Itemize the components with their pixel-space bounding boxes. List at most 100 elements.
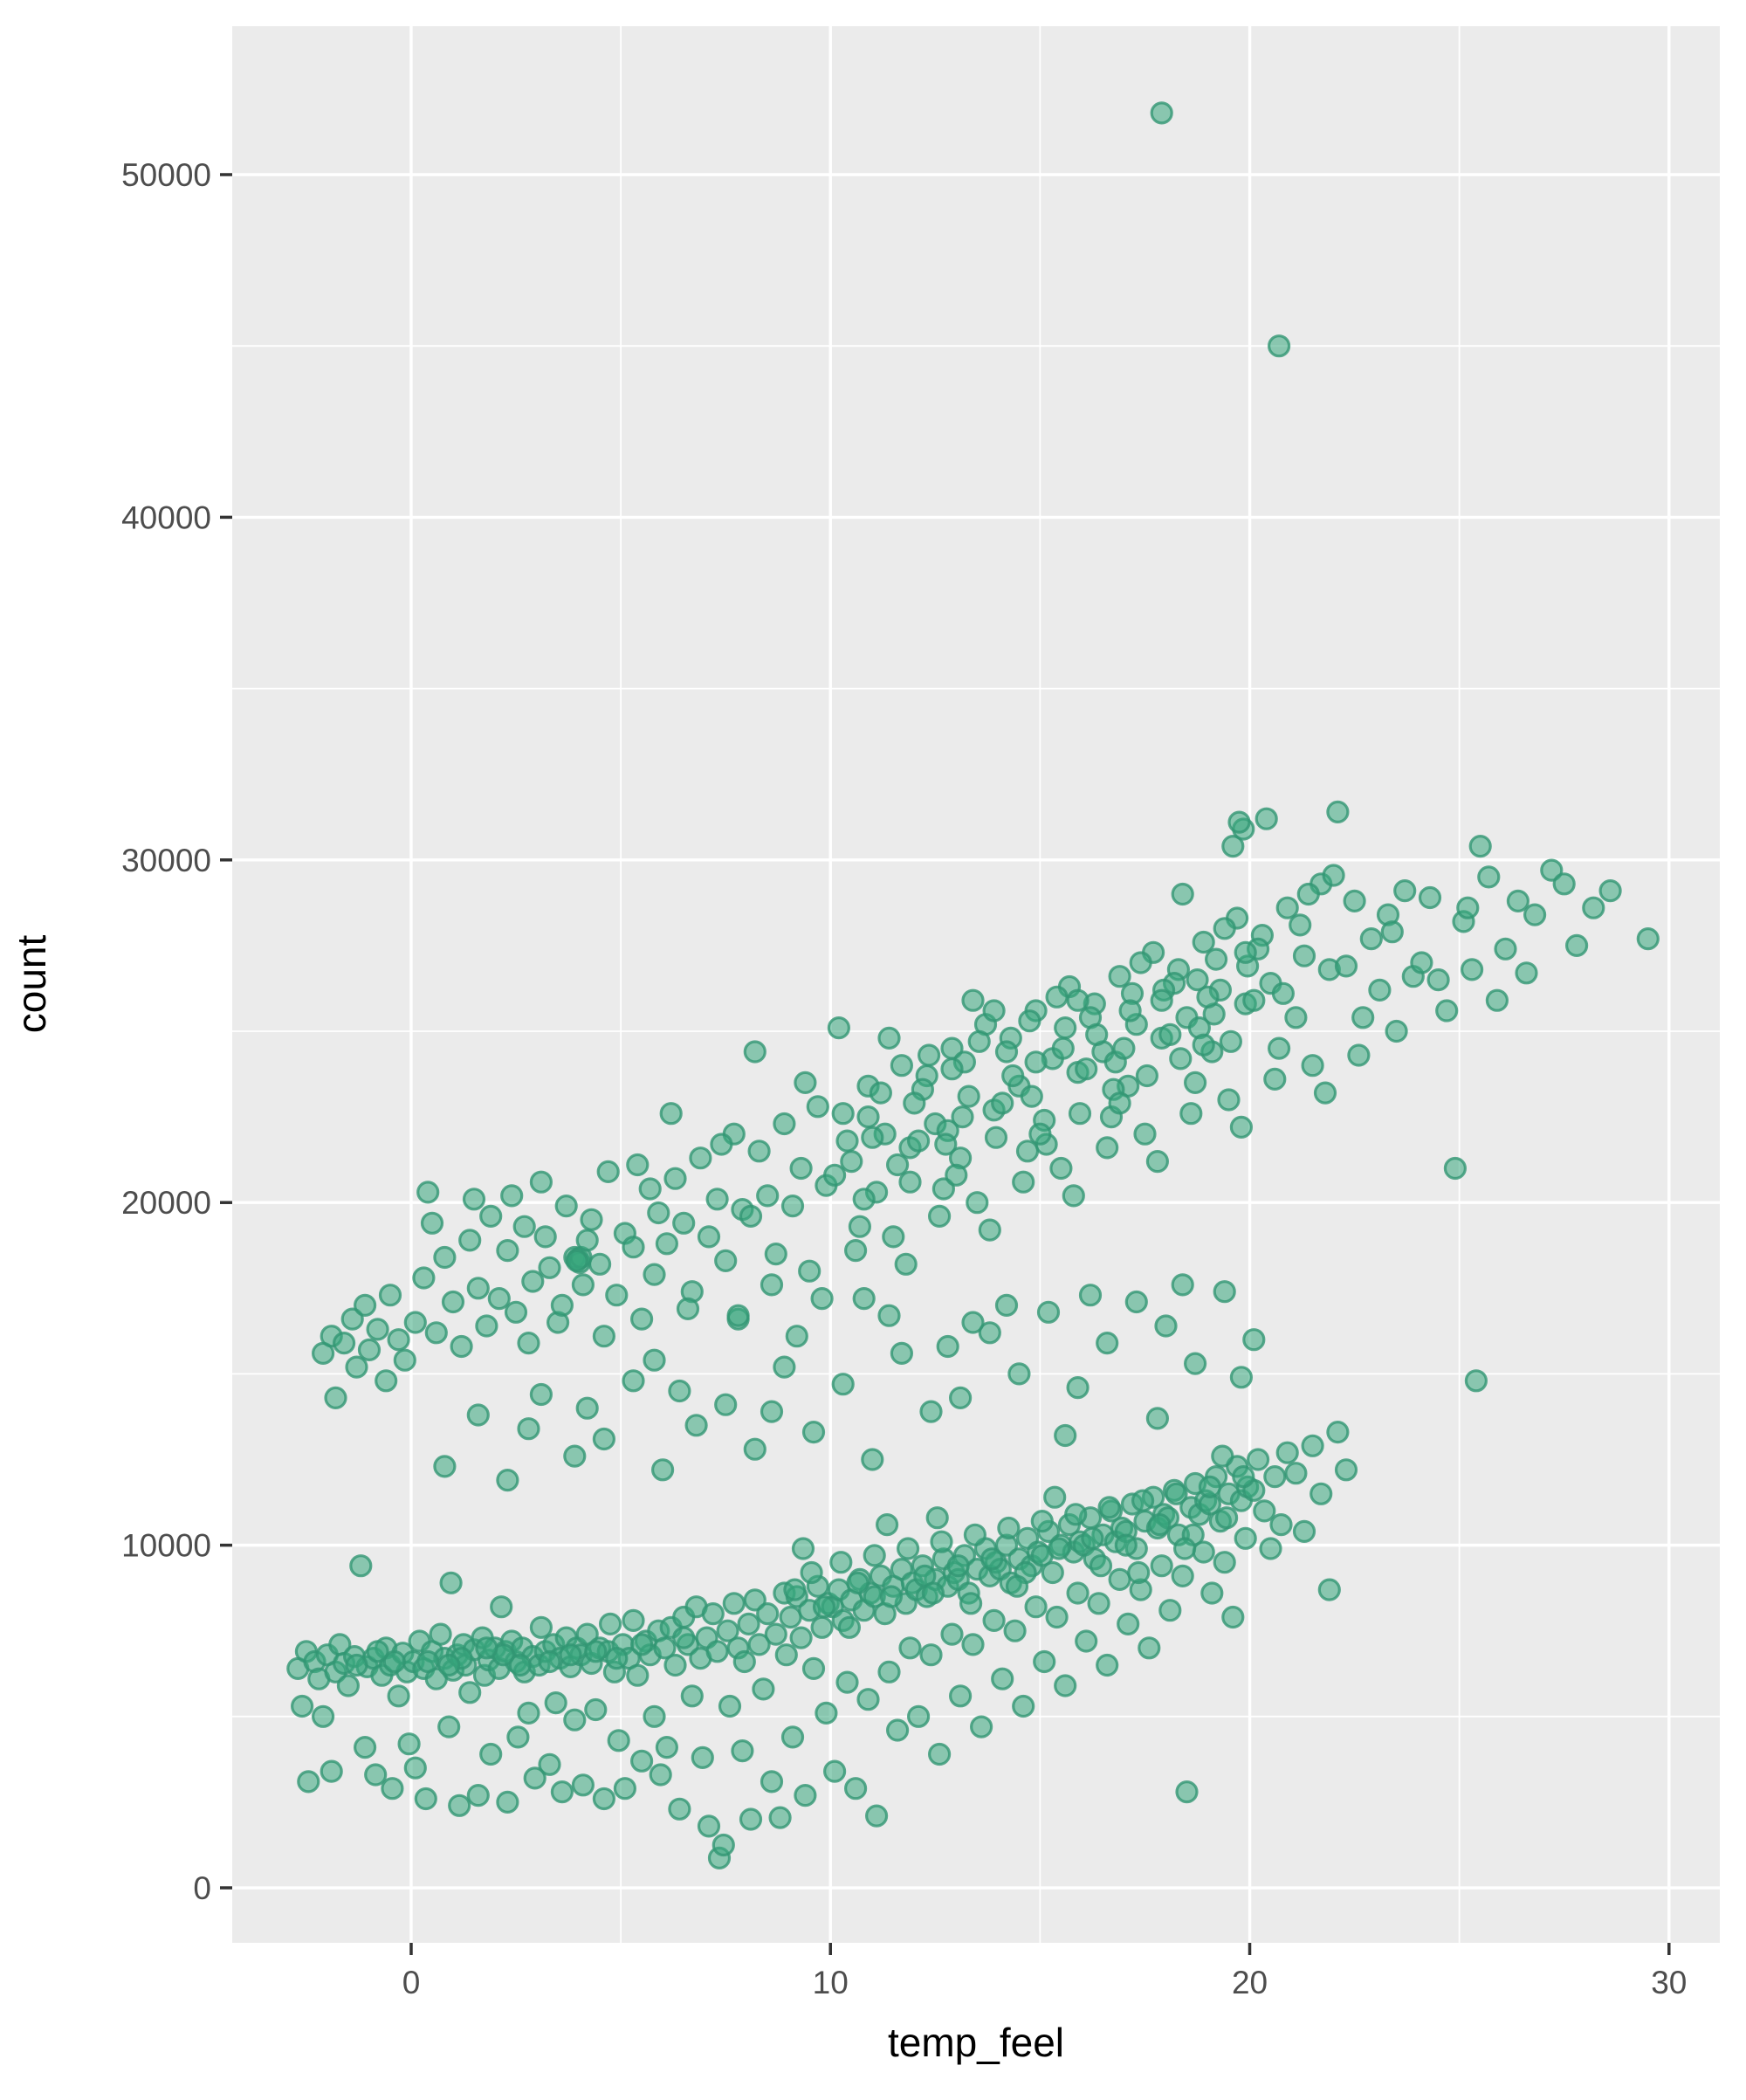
data-point: [1024, 1595, 1048, 1619]
data-point: [653, 1636, 677, 1660]
data-point: [1468, 834, 1492, 858]
data-point: [1326, 1420, 1350, 1444]
data-point: [1213, 1280, 1236, 1304]
data-point: [1275, 896, 1299, 919]
data-point: [1326, 800, 1350, 824]
data-point: [1435, 999, 1459, 1022]
data-point: [1426, 967, 1450, 992]
data-point: [1127, 1560, 1151, 1585]
data-point: [1018, 1009, 1041, 1033]
y-tick-label: 50000: [121, 157, 211, 193]
data-point: [563, 1708, 587, 1732]
data-point: [1179, 1102, 1203, 1126]
data-point: [931, 1177, 956, 1201]
data-point: [885, 1718, 910, 1742]
data-point: [458, 1229, 482, 1252]
data-point: [1133, 1122, 1157, 1146]
data-point: [1150, 101, 1173, 125]
data-point: [722, 1592, 746, 1615]
data-point: [877, 1660, 901, 1683]
data-point: [967, 1029, 991, 1053]
data-point: [861, 1126, 884, 1149]
data-point: [629, 1749, 654, 1773]
data-point: [774, 1643, 798, 1667]
data-point: [529, 1382, 553, 1407]
data-point: [1171, 1273, 1194, 1297]
data-point: [1343, 889, 1366, 913]
data-point: [672, 1626, 696, 1649]
data-point: [1636, 926, 1660, 951]
data-point: [879, 1585, 904, 1608]
data-point: [437, 1653, 461, 1677]
data-point: [626, 1663, 650, 1687]
data-point: [856, 1105, 880, 1129]
data-point: [1041, 1560, 1064, 1585]
data-point: [934, 1133, 958, 1156]
data-point: [791, 1537, 815, 1560]
data-point: [827, 1016, 851, 1040]
data-point: [1108, 1567, 1131, 1592]
data-point: [961, 1311, 985, 1334]
y-tick-label: 0: [193, 1870, 211, 1906]
data-point: [1242, 988, 1266, 1012]
data-point: [882, 1225, 905, 1249]
data-point: [508, 1653, 532, 1677]
data-point: [487, 1286, 511, 1311]
data-point: [785, 1325, 808, 1348]
data-point: [756, 1184, 780, 1208]
data-point: [1028, 1122, 1052, 1146]
data-point: [571, 1773, 595, 1797]
data-point: [1301, 1054, 1324, 1078]
data-point: [448, 1794, 471, 1817]
data-point: [479, 1742, 503, 1766]
data-point: [946, 1554, 970, 1578]
data-point: [1097, 1496, 1121, 1519]
data-point: [554, 1194, 578, 1218]
data-point: [898, 1170, 922, 1194]
data-point: [1117, 1612, 1140, 1636]
data-point: [1263, 1067, 1287, 1091]
data-point: [381, 1777, 404, 1800]
data-point: [760, 1770, 784, 1794]
data-point: [565, 1249, 588, 1273]
data-point: [726, 1304, 750, 1327]
data-point: [1275, 1441, 1299, 1464]
data-point: [1310, 1482, 1333, 1505]
data-point: [655, 1735, 679, 1759]
data-point: [1582, 896, 1605, 919]
data-point: [885, 1153, 910, 1177]
data-point: [927, 1742, 952, 1766]
data-point: [1169, 1047, 1193, 1071]
data-point: [1322, 864, 1345, 887]
data-point: [701, 1601, 725, 1626]
data-point: [760, 1273, 784, 1297]
data-point: [592, 1325, 616, 1348]
data-point: [517, 1701, 540, 1725]
data-point: [345, 1355, 368, 1379]
data-point: [336, 1674, 360, 1697]
data-point: [366, 1640, 389, 1663]
data-point: [852, 1286, 876, 1311]
data-point: [1186, 967, 1209, 992]
data-point: [1246, 1448, 1270, 1471]
data-point: [613, 1777, 637, 1800]
data-point: [1175, 1780, 1199, 1804]
data-point: [1066, 1375, 1090, 1400]
data-point: [890, 1054, 914, 1078]
data-point: [801, 1420, 826, 1444]
data-point: [1234, 940, 1257, 964]
data-point: [479, 1204, 503, 1229]
data-point: [1292, 1519, 1316, 1544]
data-point: [1255, 807, 1278, 830]
data-point: [747, 1140, 771, 1163]
data-point: [919, 1643, 943, 1667]
data-point: [580, 1208, 603, 1231]
data-point: [366, 1318, 389, 1341]
data-point: [466, 1784, 490, 1807]
data-point: [1054, 1674, 1077, 1697]
data-point: [475, 1314, 498, 1338]
data-point: [982, 1608, 1006, 1633]
data-point: [1045, 1605, 1069, 1629]
data-point: [768, 1806, 792, 1829]
